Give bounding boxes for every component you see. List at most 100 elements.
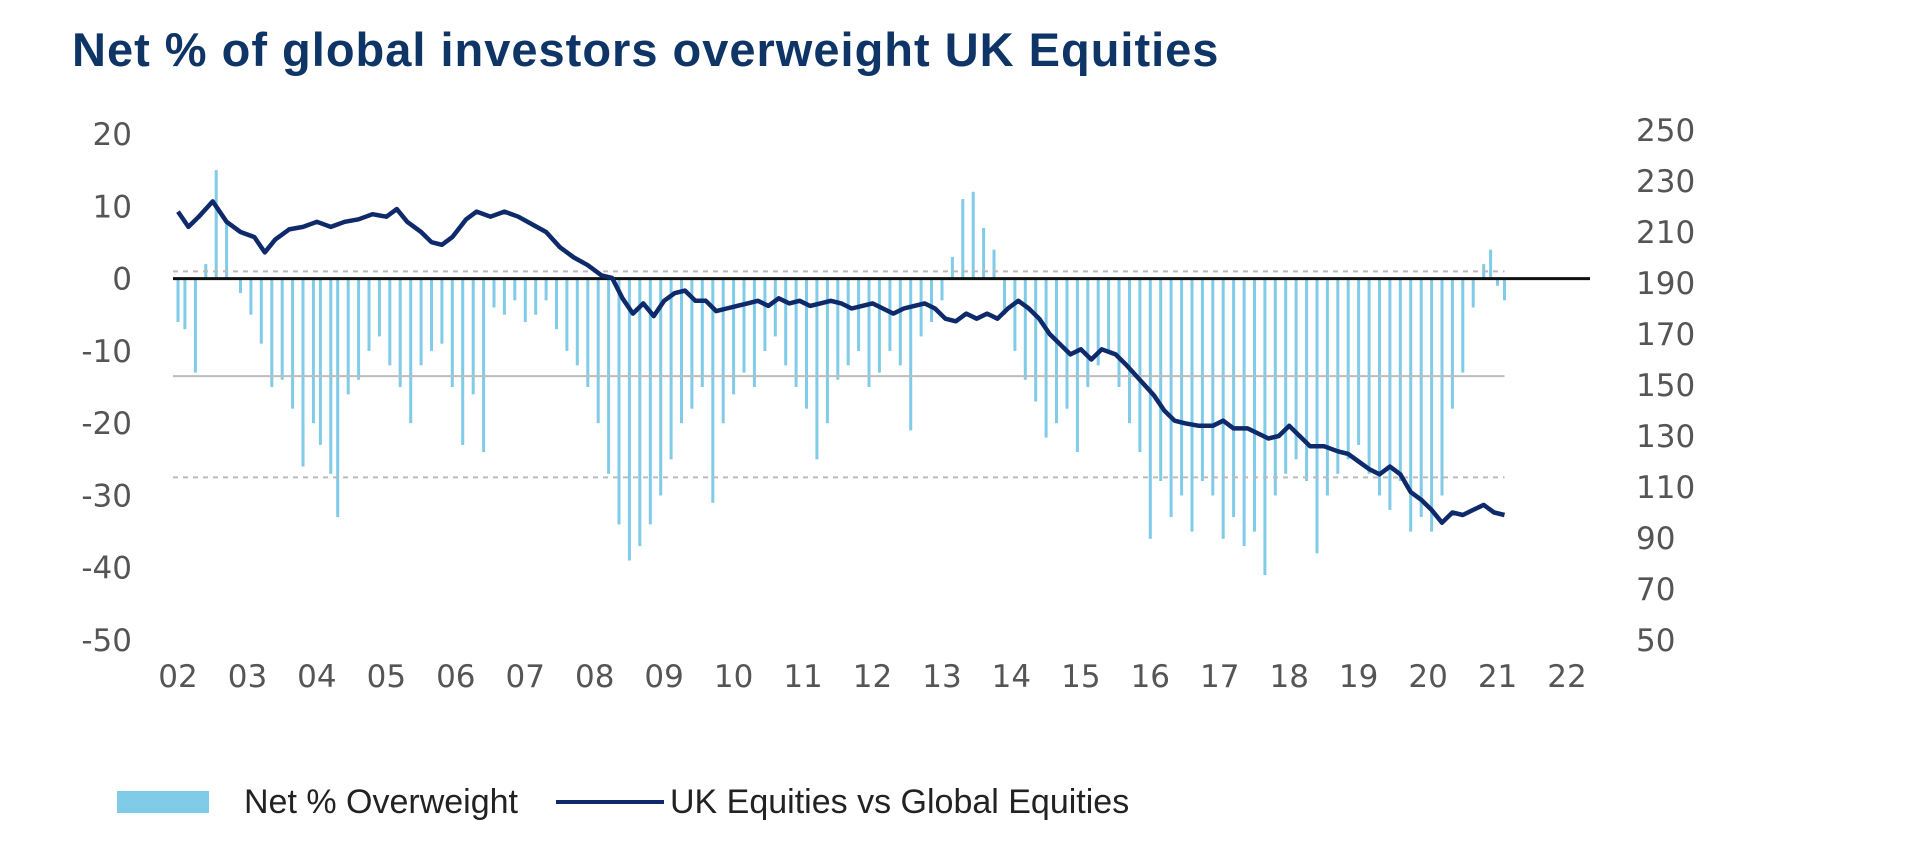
bar: [930, 278, 933, 322]
bar: [377, 278, 381, 337]
bar: [1496, 278, 1499, 286]
left-tick-label: -30: [81, 478, 132, 514]
bar: [430, 278, 433, 351]
bar: [1440, 278, 1444, 496]
bar: [176, 278, 180, 322]
bar: [680, 278, 683, 424]
bar: [1211, 278, 1215, 496]
bar: [1489, 249, 1493, 279]
right-tick-label: 250: [1636, 113, 1695, 149]
left-tick-label: -50: [81, 623, 132, 659]
bar: [627, 278, 631, 561]
bar: [690, 278, 694, 409]
bar: [909, 278, 913, 431]
bar: [1034, 278, 1038, 402]
bar: [1096, 278, 1100, 366]
bar: [950, 256, 954, 279]
bar: [1294, 278, 1298, 460]
bar: [846, 278, 850, 366]
bar: [492, 278, 496, 308]
bar: [1378, 278, 1381, 496]
bar: [502, 278, 506, 315]
bar: [940, 278, 944, 301]
bar: [815, 278, 819, 460]
right-tick-label: 130: [1636, 419, 1695, 455]
bar: [992, 249, 996, 279]
bar: [1388, 278, 1392, 510]
bar: [773, 278, 777, 337]
x-tick-label: 14: [992, 659, 1031, 695]
bar: [1159, 278, 1163, 481]
bar: [982, 228, 986, 279]
bar: [311, 278, 315, 424]
right-tick-label: 210: [1636, 215, 1695, 251]
bar: [1419, 278, 1423, 518]
bar: [461, 278, 465, 445]
bar: [596, 278, 600, 424]
x-tick-label: 22: [1547, 659, 1586, 695]
bar: [836, 278, 840, 380]
bar: [1305, 278, 1309, 481]
bar: [523, 278, 527, 322]
bars-series: [176, 170, 1506, 575]
bar: [575, 278, 579, 366]
bar: [291, 278, 295, 409]
bar: [1450, 278, 1454, 409]
right-tick-label: 190: [1636, 266, 1695, 302]
bar: [346, 278, 350, 395]
bar: [280, 278, 284, 380]
bar: [1430, 278, 1434, 532]
bar: [752, 278, 756, 387]
bar: [1471, 278, 1475, 308]
bar: [1055, 278, 1058, 424]
bar: [1253, 278, 1256, 532]
bar: [318, 278, 322, 445]
bar: [669, 278, 673, 460]
bar: [1003, 278, 1006, 315]
left-axis-ticks: 20 10 0 -10 -20 -30 -40 -50: [81, 117, 132, 659]
bar: [1221, 278, 1225, 539]
bar: [1075, 278, 1079, 453]
bar: [367, 278, 371, 351]
left-tick-label: -10: [81, 334, 132, 370]
x-tick-label: 08: [575, 659, 614, 695]
bar: [1242, 278, 1246, 547]
bar: [586, 278, 590, 387]
x-tick-label: 21: [1478, 659, 1517, 695]
right-tick-label: 230: [1636, 164, 1695, 200]
bar: [659, 278, 663, 496]
bar: [961, 199, 965, 279]
bar: [898, 278, 902, 366]
bar: [1325, 278, 1329, 496]
bar: [565, 278, 569, 351]
bar: [1180, 278, 1184, 496]
x-tick-label: 03: [228, 659, 267, 695]
legend-line-label: UK Equities vs Global Equities: [670, 782, 1130, 821]
x-tick-label: 07: [506, 659, 545, 695]
bar: [398, 278, 402, 387]
bar: [1013, 278, 1017, 351]
right-tick-label: 170: [1636, 317, 1695, 353]
bar: [336, 278, 340, 518]
bar: [270, 278, 274, 387]
bar: [877, 278, 881, 373]
right-axis-ticks: 250 230 210 190 170 150 130 110 90 70 50: [1636, 113, 1695, 659]
bar: [1398, 278, 1402, 481]
bar: [409, 278, 413, 424]
bar: [513, 278, 517, 301]
bar: [239, 278, 242, 294]
bar: [1461, 278, 1465, 373]
bar: [763, 278, 767, 351]
bar: [805, 278, 808, 409]
bar: [440, 278, 444, 344]
bar: [419, 278, 423, 366]
reference-lines: [173, 270, 1590, 479]
bar: [700, 278, 704, 387]
bar: [214, 170, 218, 279]
legend-line-swatch: [556, 800, 664, 804]
bar: [1232, 278, 1236, 518]
legend: Net % Overweight UK Equities vs Global E…: [117, 780, 1129, 824]
bar: [888, 278, 892, 351]
x-tick-label: 05: [367, 659, 406, 695]
